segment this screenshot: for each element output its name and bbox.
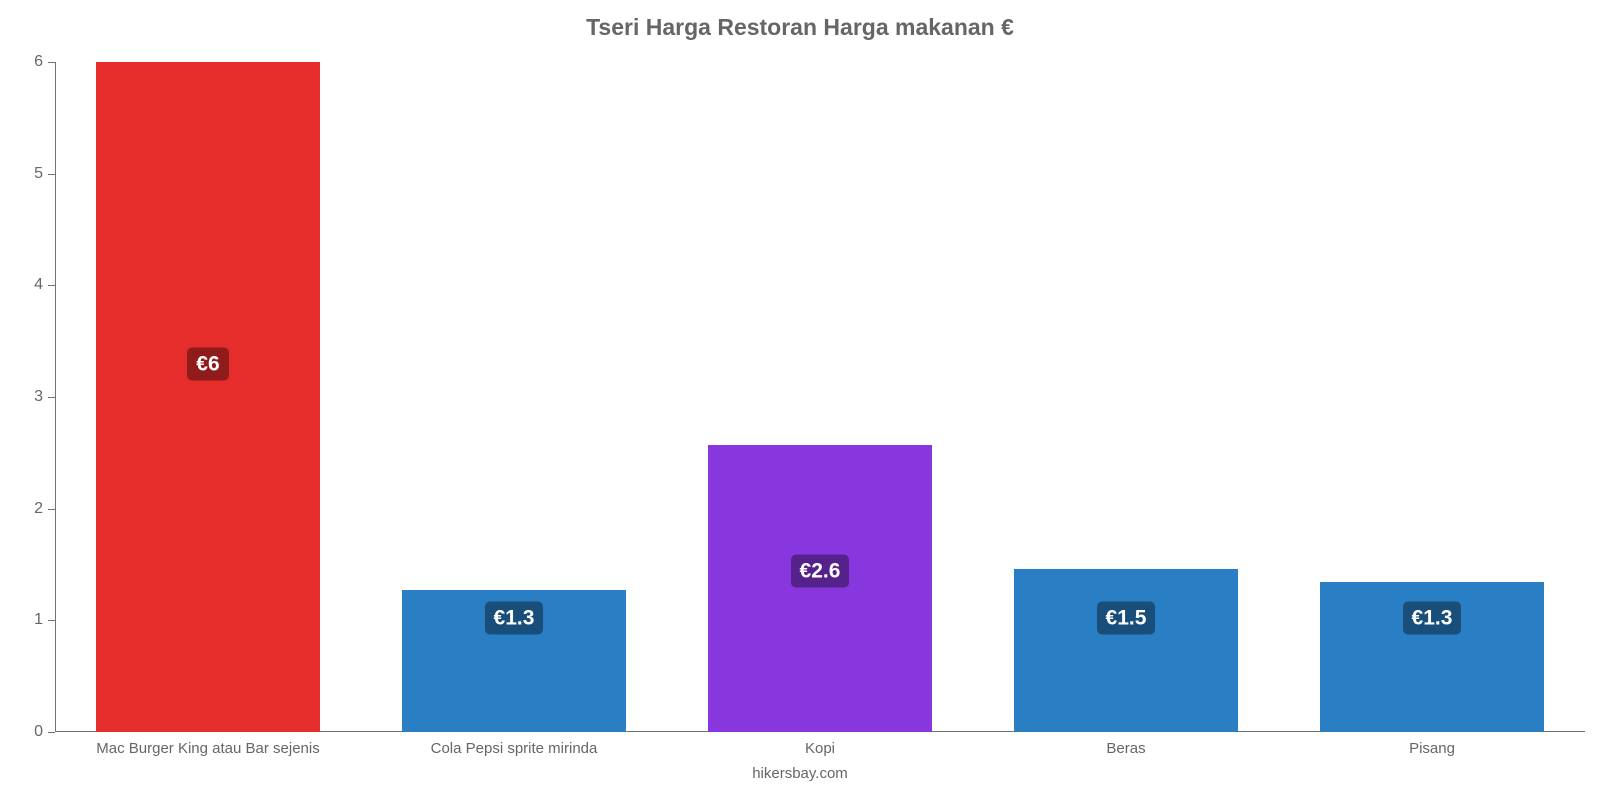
y-tick	[48, 174, 55, 175]
x-tick-label: Beras	[1106, 740, 1145, 757]
y-tick-label: 5	[34, 165, 43, 183]
y-tick-label: 3	[34, 388, 43, 406]
x-tick-label: Mac Burger King atau Bar sejenis	[96, 740, 319, 757]
x-tick-label: Cola Pepsi sprite mirinda	[431, 740, 598, 757]
bar-value-label: €6	[187, 347, 228, 380]
y-tick	[48, 397, 55, 398]
bar	[1014, 569, 1237, 732]
bar-value-label: €1.5	[1097, 602, 1156, 635]
y-tick-label: 4	[34, 276, 43, 294]
y-tick-label: 0	[34, 723, 43, 741]
bar-value-label-wrap: €1.3	[1320, 602, 1543, 635]
y-tick-label: 2	[34, 500, 43, 518]
bar	[708, 445, 931, 732]
bar	[96, 62, 319, 732]
y-tick	[48, 285, 55, 286]
chart-title: Tseri Harga Restoran Harga makanan €	[0, 14, 1600, 41]
y-tick	[48, 620, 55, 621]
x-tick-label: Pisang	[1409, 740, 1455, 757]
plot-area: 0123456€6Mac Burger King atau Bar sejeni…	[55, 62, 1585, 732]
attribution: hikersbay.com	[0, 765, 1600, 782]
x-tick-label: Kopi	[805, 740, 835, 757]
bar-value-label-wrap: €1.5	[1014, 602, 1237, 635]
bar-value-label-wrap: €1.3	[402, 602, 625, 635]
y-axis-line	[55, 62, 56, 732]
y-tick	[48, 62, 55, 63]
bar-value-label: €1.3	[485, 602, 544, 635]
y-tick-label: 1	[34, 611, 43, 629]
bar-value-label: €2.6	[791, 555, 850, 588]
y-tick-label: 6	[34, 53, 43, 71]
bar-value-label-wrap: €6	[96, 347, 319, 380]
y-tick	[48, 509, 55, 510]
bar-value-label: €1.3	[1403, 602, 1462, 635]
y-tick	[48, 732, 55, 733]
bar-value-label-wrap: €2.6	[708, 555, 931, 588]
